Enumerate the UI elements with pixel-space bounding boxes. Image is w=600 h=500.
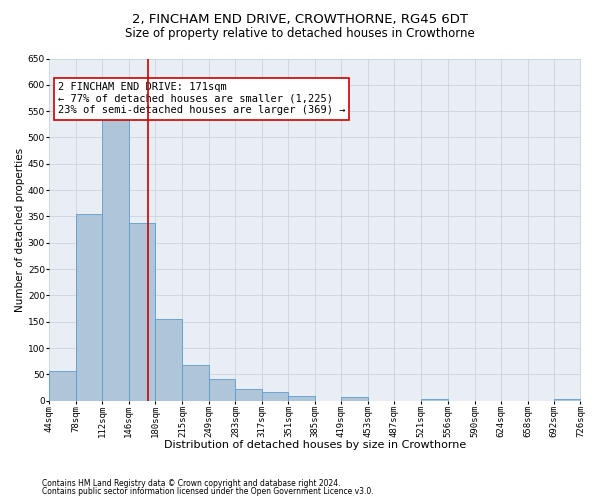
Bar (235, 389, 262, 401)
Bar (102, 117, 128, 401)
Bar (554, 398, 581, 401)
Bar (289, 396, 315, 401)
Bar (182, 365, 209, 401)
Bar (76, 214, 102, 401)
X-axis label: Distribution of detached houses by size in Crowthorne: Distribution of detached houses by size … (164, 440, 466, 450)
Bar (262, 392, 289, 401)
Bar (49, 371, 76, 401)
Bar (155, 319, 182, 401)
Bar (209, 379, 235, 401)
Bar (128, 224, 155, 401)
Bar (421, 398, 448, 401)
Y-axis label: Number of detached properties: Number of detached properties (15, 148, 25, 312)
Text: Contains HM Land Registry data © Crown copyright and database right 2024.: Contains HM Land Registry data © Crown c… (42, 478, 341, 488)
Text: Size of property relative to detached houses in Crowthorne: Size of property relative to detached ho… (125, 28, 475, 40)
Text: 2 FINCHAM END DRIVE: 171sqm
← 77% of detached houses are smaller (1,225)
23% of : 2 FINCHAM END DRIVE: 171sqm ← 77% of det… (58, 82, 345, 116)
Bar (341, 396, 368, 401)
Text: 2, FINCHAM END DRIVE, CROWTHORNE, RG45 6DT: 2, FINCHAM END DRIVE, CROWTHORNE, RG45 6… (132, 12, 468, 26)
Text: Contains public sector information licensed under the Open Government Licence v3: Contains public sector information licen… (42, 487, 374, 496)
